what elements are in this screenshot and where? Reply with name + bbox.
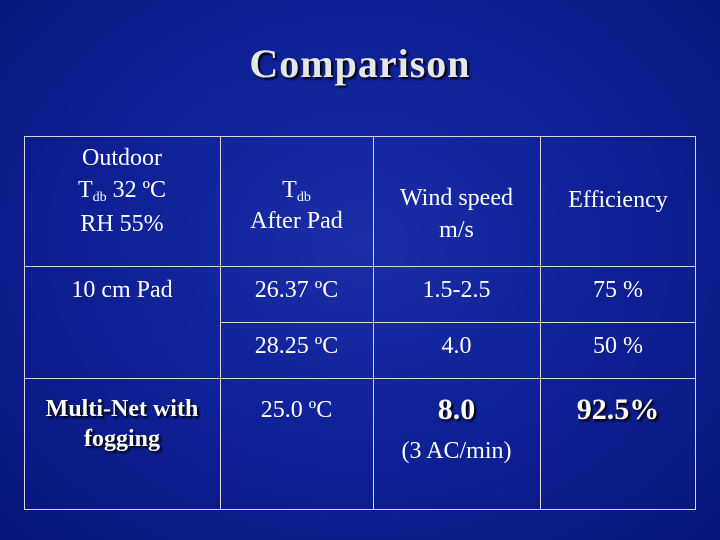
header-after-pad: After Pad xyxy=(250,207,343,234)
table-border-bottom xyxy=(24,509,696,510)
row3-wind: 8.0 (3 AC/min) xyxy=(373,390,540,467)
row1-label: 10 cm Pad xyxy=(71,277,173,303)
header-outdoor: Outdoor Tdb 32 ºC RH 55% xyxy=(24,142,220,241)
row3-label-line2: fogging xyxy=(83,426,160,452)
slide-title: Comparison xyxy=(249,41,471,86)
row1-efficiency: 75 % xyxy=(593,277,643,303)
header-outdoor-rh: RH 55% xyxy=(80,211,164,238)
row2-tdb: 28.25 ºC xyxy=(254,333,339,359)
header-tdb-after-pad: Tdb After Pad xyxy=(220,176,373,236)
row3-label: Multi-Net with fogging xyxy=(24,394,220,454)
header-wind-speed: Wind speed m/s xyxy=(373,182,540,247)
header-efficiency: Efficiency xyxy=(568,187,668,213)
table-col-divider-1 xyxy=(220,136,221,510)
table-col-divider-3 xyxy=(540,136,541,510)
header-wind-speed-unit: m/s xyxy=(439,217,474,244)
row3-efficiency: 92.5% xyxy=(576,393,660,426)
table-border-left xyxy=(24,136,25,510)
table-border-right xyxy=(695,136,696,510)
row3-wind-note: (3 AC/min) xyxy=(401,437,512,464)
table-divider-row2 xyxy=(24,378,696,379)
row3-tdb: 25.0 ºC xyxy=(260,397,333,423)
table-col-divider-2 xyxy=(373,136,374,510)
row1-tdb: 26.37 ºC xyxy=(254,277,339,303)
row2-efficiency: 50 % xyxy=(593,333,643,359)
header-outdoor-tdb: Tdb 32 ºC xyxy=(77,177,167,206)
row1-wind: 1.5-2.5 xyxy=(422,277,491,303)
table-border-top xyxy=(24,136,696,137)
table-divider-row1 xyxy=(220,322,696,323)
header-tdb-label: Tdb xyxy=(282,177,311,205)
row2-wind: 4.0 xyxy=(441,333,472,359)
header-outdoor-label: Outdoor xyxy=(82,145,162,171)
row3-label-line1: Multi-Net with xyxy=(45,396,199,422)
row3-wind-value: 8.0 xyxy=(437,393,476,426)
header-wind-speed-label: Wind speed xyxy=(399,185,513,211)
table-divider-header xyxy=(24,266,696,267)
